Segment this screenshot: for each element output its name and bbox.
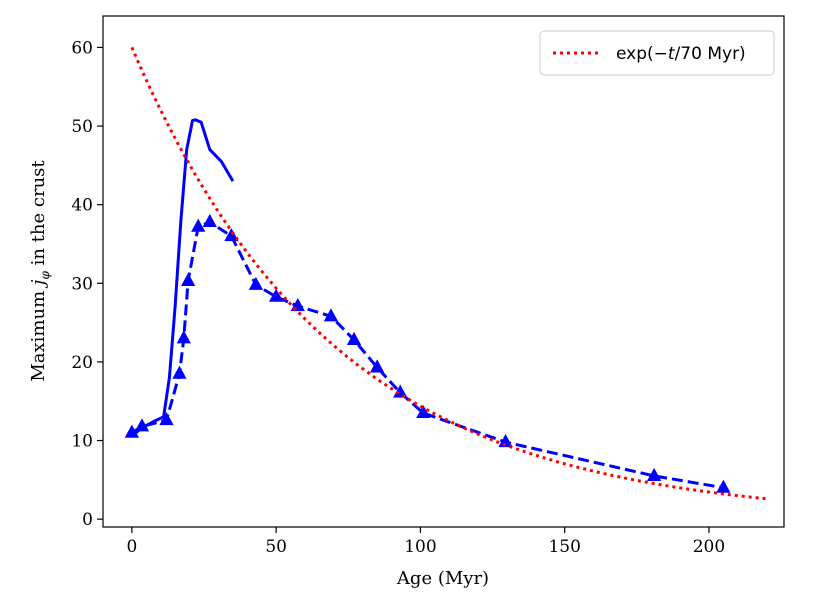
y-tick-label: 10 — [71, 432, 93, 452]
x-axis-label: Age (Myr) — [396, 568, 489, 589]
data-point-triangle — [134, 418, 150, 432]
data-point-triangle — [176, 330, 191, 344]
x-axis-ticks: 0 50 100 150 200 — [126, 527, 725, 557]
data-point-triangle — [202, 213, 217, 228]
series-line-exp-fit — [130, 46, 767, 501]
data-point-triangle — [346, 331, 362, 345]
data-point-triangle — [191, 218, 206, 232]
data-point-triangle — [180, 272, 196, 286]
data-point-triangle — [369, 359, 385, 373]
data-point-triangle — [268, 288, 284, 302]
y-tick-label: 40 — [71, 196, 93, 216]
data-point-triangle — [323, 308, 339, 322]
x-tick-label: 0 — [126, 537, 137, 557]
legend: exp(−t/70 Myr) — [539, 30, 775, 76]
y-tick-label: 50 — [71, 117, 93, 137]
y-tick-label: 30 — [71, 274, 93, 294]
y-axis-label: Maximum jφ in the crust — [28, 160, 52, 382]
plot-area — [124, 46, 767, 501]
series-line-dashed-triangles — [131, 220, 724, 490]
x-tick-label: 50 — [265, 537, 287, 557]
data-point-triangle — [248, 276, 264, 290]
data-point-triangle — [416, 404, 431, 419]
y-tick-label: 0 — [82, 510, 93, 530]
y-axis-ticks: 0 10 20 30 40 50 60 — [71, 38, 103, 530]
data-point-triangle — [124, 424, 139, 438]
data-point-triangle — [498, 434, 513, 448]
legend-box — [539, 30, 775, 76]
data-point-triangle — [224, 228, 239, 242]
x-tick-label: 150 — [548, 537, 580, 557]
plot-frame — [102, 15, 785, 528]
series-line-solid — [130, 118, 235, 438]
x-tick-label: 200 — [693, 537, 725, 557]
y-tick-label: 60 — [71, 38, 93, 58]
data-point-triangle — [172, 365, 187, 379]
y-tick-label: 20 — [71, 353, 93, 373]
data-point-triangle — [159, 412, 174, 426]
legend-label-exp: exp(−t/70 Myr) — [616, 44, 746, 64]
data-point-triangle — [647, 467, 662, 481]
data-point-triangle — [716, 479, 731, 493]
x-tick-label: 100 — [404, 537, 436, 557]
